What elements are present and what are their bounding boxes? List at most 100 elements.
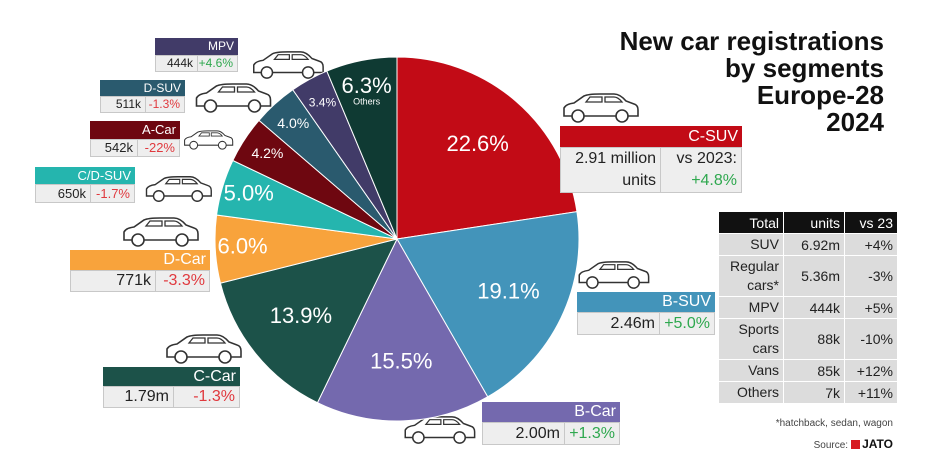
segment-name: D-Car [70, 250, 210, 270]
units-label: 2.46m [578, 313, 660, 334]
pie [214, 56, 580, 422]
pie-slice [316, 237, 489, 422]
table-header: Total [718, 211, 784, 234]
table-cell: Others [718, 381, 784, 404]
segment-values: 542k -22% [90, 139, 180, 157]
table-row: Sports cars 88k -10% [718, 318, 898, 360]
segment-values: 2.46m +5.0% [577, 312, 715, 335]
change-label: -1.3% [148, 97, 180, 111]
table-cell: 444k [783, 296, 845, 319]
change-label: +4.8% [691, 172, 737, 189]
segment-name: B-Car [482, 402, 620, 422]
table-row: Vans 85k +12% [718, 359, 898, 382]
segment-name: C-SUV [560, 126, 742, 147]
pie-slice [326, 56, 398, 240]
segment-values: 1.79m -1.3% [103, 386, 240, 408]
title-line: New car registrations [619, 26, 884, 56]
chart-title: New car registrations by segments Europe… [620, 28, 884, 136]
car-icon [252, 51, 324, 79]
segment-values: 650k -1.7% [35, 184, 135, 203]
change-cell: -22% [138, 140, 179, 156]
pie-slice [219, 238, 398, 404]
logo [851, 440, 861, 449]
slice-label: 19.1% [477, 279, 539, 304]
units-label: 511k [101, 97, 146, 112]
table-row: SUV 6.92m +4% [718, 233, 898, 256]
table-cell: +4% [844, 233, 898, 256]
table-cell: SUV [718, 233, 784, 256]
change-label: -1.7% [96, 186, 130, 201]
footnote: *hatchback, sedan, wagon [775, 418, 893, 429]
table-cell: 7k [783, 381, 845, 404]
change-cell: +5.0% [660, 313, 714, 334]
table-cell: Regular cars* [718, 255, 784, 297]
change-cell: +4.6% [198, 56, 237, 71]
change-cell: -1.3% [174, 387, 239, 407]
segment-name: C/D-SUV [35, 167, 135, 184]
units-label: 2.00m [483, 423, 565, 444]
slice-label: 22.6% [446, 131, 508, 156]
slice-label: 4.2% [251, 145, 283, 161]
segment-name: MPV [155, 38, 238, 55]
slice-label: 6.3% [342, 73, 392, 98]
segment-values: 2.00m +1.3% [482, 422, 620, 445]
table-header: units [783, 211, 845, 234]
table-row: MPV 444k +5% [718, 296, 898, 319]
title-line: Europe-28 [756, 80, 884, 110]
source-label: Source: [813, 440, 849, 451]
segment-values: 444k +4.6% [155, 55, 238, 72]
pie-slice [396, 211, 580, 398]
table-cell: 88k [783, 318, 845, 360]
car-icon [145, 175, 213, 203]
table-cell: +5% [844, 296, 898, 319]
change-cell: -3.3% [156, 271, 209, 291]
slice-label: 5.0% [224, 181, 274, 206]
source: Source: JATO [814, 437, 893, 451]
segment-name: C-Car [103, 367, 240, 386]
slice-label: 4.0% [277, 115, 309, 131]
units-label: 444k [156, 56, 198, 71]
units-label: 1.79m [104, 387, 174, 407]
source-brand: JATO [862, 437, 893, 451]
table-row: Regular cars* 5.36m -3% [718, 255, 898, 297]
change-label: +5.0% [664, 315, 710, 332]
slice-label: 13.9% [270, 303, 332, 328]
table-cell: MPV [718, 296, 784, 319]
units-label: 542k [91, 140, 138, 156]
car-icon [123, 217, 199, 247]
change-label: -1.3% [193, 388, 235, 405]
units-label: 2.91 million units [561, 148, 661, 192]
change-label: -22% [144, 140, 175, 155]
segment-values: 2.91 million units vs 2023: +4.8% [560, 147, 742, 193]
compare-label: vs 2023: [676, 150, 737, 167]
change-cell: vs 2023: +4.8% [661, 148, 741, 192]
change-label: +4.6% [198, 56, 233, 70]
slice-label: 15.5% [370, 348, 432, 373]
title-line: 2024 [826, 107, 884, 137]
slice-label: 3.4% [309, 96, 337, 110]
change-cell: +1.3% [565, 423, 619, 444]
table-cell: +12% [844, 359, 898, 382]
change-label: -3.3% [163, 272, 205, 289]
table-cell: Vans [718, 359, 784, 382]
title-line: by segments [725, 53, 884, 83]
table-cell: 85k [783, 359, 845, 382]
change-cell: -1.3% [146, 97, 184, 112]
car-icon [404, 416, 476, 444]
units-label: 771k [71, 271, 156, 291]
segment-values: 511k -1.3% [100, 96, 185, 113]
table-row: Others 7k +11% [718, 381, 898, 404]
segment-name: A-Car [90, 121, 180, 139]
table-cell: 5.36m [783, 255, 845, 297]
table-cell: -3% [844, 255, 898, 297]
change-cell: -1.7% [91, 185, 134, 202]
change-label: +1.3% [569, 425, 615, 442]
table-cell: 6.92m [783, 233, 845, 256]
car-icon [195, 83, 272, 113]
units-label: 650k [36, 185, 91, 202]
segment-name: D-SUV [100, 80, 185, 96]
slice-label: 6.0% [217, 234, 267, 259]
car-icon [183, 130, 234, 150]
